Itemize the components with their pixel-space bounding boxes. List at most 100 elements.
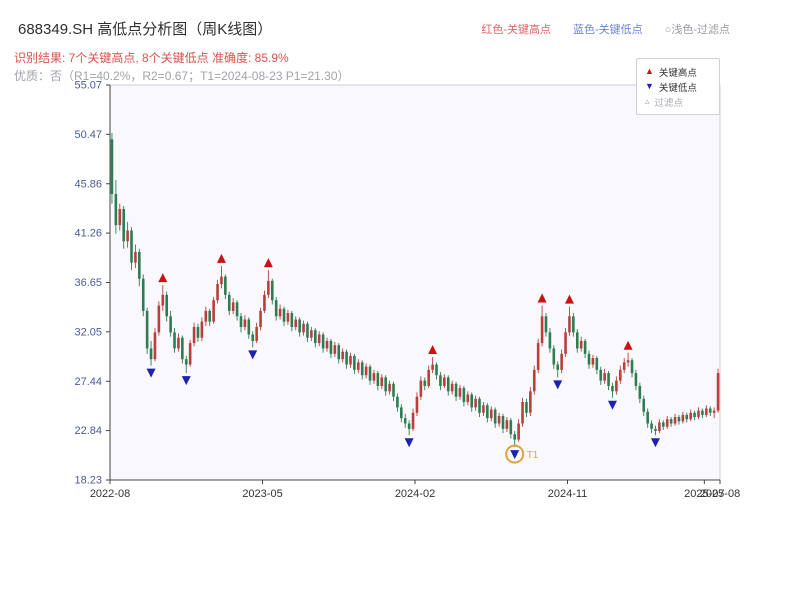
- candle-body: [145, 310, 149, 349]
- candle-body: [337, 345, 341, 360]
- candle-body: [302, 323, 305, 333]
- candle-body: [376, 373, 380, 386]
- candle-body: [403, 418, 407, 424]
- candle-body: [556, 364, 560, 370]
- key-high-marker: [564, 294, 574, 304]
- candle-body: [443, 377, 446, 386]
- candle-body: [267, 280, 270, 295]
- y-tick-label: 32.05: [74, 326, 102, 338]
- candle-body: [247, 319, 251, 335]
- candle-body: [294, 319, 298, 327]
- candle-body: [192, 326, 196, 344]
- y-tick-label: 55.07: [74, 80, 102, 92]
- candle-body: [177, 337, 180, 349]
- candle-body: [572, 316, 575, 333]
- candle-body: [333, 345, 337, 354]
- candle-body: [204, 310, 208, 322]
- chart-legend: ▲ 关键高点 ▼ 关键低点 ▵ 过滤点: [636, 58, 720, 115]
- key-low-marker: [146, 368, 156, 378]
- candle-body: [184, 359, 188, 365]
- candle-body: [536, 343, 540, 370]
- candle-body: [384, 377, 387, 392]
- candle-body: [255, 326, 258, 341]
- candle-body: [161, 294, 165, 306]
- y-tick-label: 22.84: [74, 425, 102, 437]
- candle-body: [357, 362, 360, 370]
- top-legend-key-low-label: 蓝色-关键低点: [573, 24, 643, 36]
- candle-body: [665, 419, 669, 427]
- legend-item-label: 关键高点: [658, 67, 697, 79]
- candle-body: [662, 422, 665, 427]
- candle-body: [505, 420, 509, 429]
- candle-body: [220, 276, 223, 285]
- candle-body: [392, 383, 395, 397]
- candle-body: [579, 340, 583, 349]
- candle-body: [310, 330, 313, 338]
- candle-body: [259, 310, 262, 327]
- candle-body: [673, 417, 677, 424]
- candle-body: [540, 316, 544, 344]
- key-high-marker: [537, 293, 547, 303]
- candle-body: [654, 428, 657, 432]
- key-high-marker: [623, 340, 633, 350]
- candle-body: [341, 351, 344, 360]
- candle-body: [181, 337, 184, 360]
- key-low-marker: [553, 380, 563, 390]
- candle-body: [313, 330, 317, 344]
- candle-body: [165, 294, 168, 317]
- key-high-marker: [263, 258, 273, 268]
- candle-body: [345, 351, 348, 365]
- candle-body: [388, 383, 391, 392]
- candle-body: [353, 355, 356, 370]
- candle-body: [595, 358, 599, 370]
- candle-body: [446, 377, 450, 392]
- legend-item-label: 关键低点: [658, 82, 697, 94]
- candle-body: [716, 373, 720, 411]
- y-tick-label: 27.44: [74, 376, 102, 388]
- candle-body: [607, 373, 610, 386]
- candle-body: [329, 340, 333, 354]
- candle-body: [544, 316, 548, 333]
- candle-body: [466, 394, 470, 403]
- candle-body: [216, 284, 219, 301]
- candle-body: [224, 276, 227, 295]
- candle-body: [149, 348, 153, 360]
- candle-body: [689, 412, 692, 420]
- key-low-marker: [404, 438, 414, 448]
- y-tick-label: 41.26: [74, 228, 102, 240]
- candle-body: [650, 423, 653, 429]
- candle-body: [521, 402, 524, 424]
- candle-body: [701, 410, 704, 415]
- candle-body: [618, 369, 622, 381]
- candle-body: [396, 396, 399, 408]
- candle-body: [364, 366, 368, 376]
- candle-body: [270, 280, 274, 301]
- candle-body: [114, 194, 118, 226]
- candle-body: [138, 251, 141, 279]
- candle-body: [130, 230, 133, 263]
- candle-body: [274, 300, 278, 317]
- key-low-marker: [650, 438, 660, 448]
- candle-body: [634, 373, 638, 386]
- x-tick-label: 2022-08: [90, 488, 130, 500]
- candle-body: [462, 388, 466, 403]
- legend-item-key-high: ▲ 关键高点: [645, 64, 711, 79]
- key-high-marker: [158, 273, 168, 283]
- candle-body: [169, 316, 172, 333]
- candle-body: [435, 364, 438, 376]
- candle-body: [587, 353, 591, 365]
- candle-body: [529, 391, 532, 413]
- candle-body: [243, 319, 247, 327]
- candle-body: [282, 308, 286, 322]
- key-low-marker: [248, 350, 258, 360]
- candle-body: [575, 332, 579, 349]
- filtered-point-label: T1: [527, 450, 539, 461]
- candle-body: [407, 423, 411, 429]
- candle-body: [622, 362, 626, 370]
- candle-body: [493, 409, 497, 424]
- candle-body: [693, 412, 696, 418]
- candle-body: [110, 139, 114, 195]
- candle-body: [489, 409, 493, 419]
- candle-body: [474, 398, 477, 408]
